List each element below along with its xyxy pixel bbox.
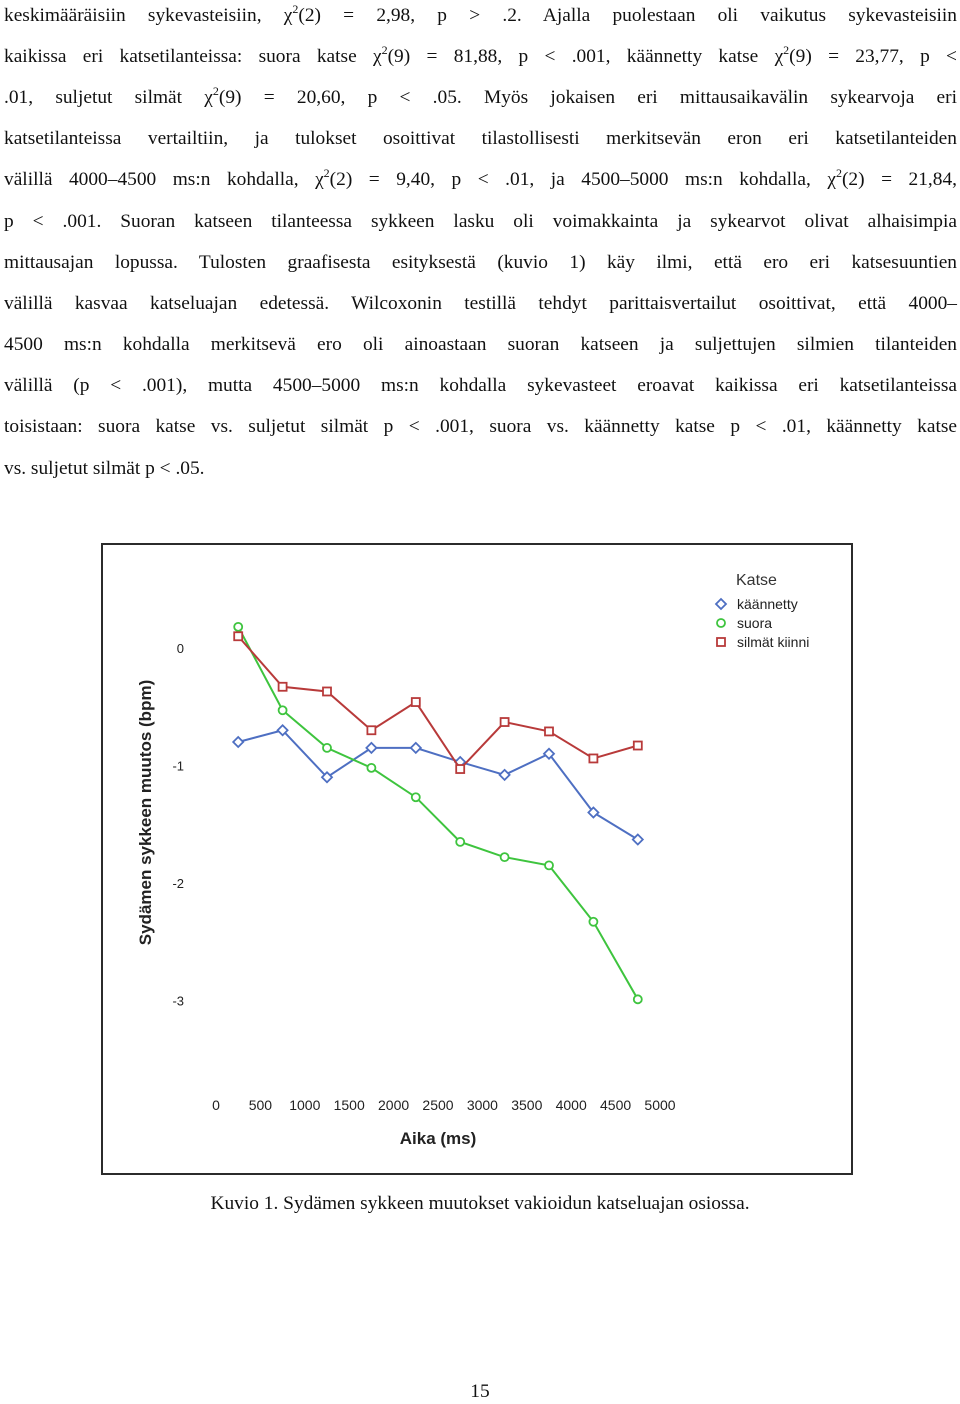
legend-marker [716,618,726,628]
text-line: välillä 4000–4500 ms:n kohdalla, χ2(2) =… [4,166,957,194]
superscript: 2 [323,166,330,180]
text-line: toisistaan: suora katse vs. suljetut sil… [4,413,957,441]
text-span: katsetilanteissa vertailtiin, ja tulokse… [4,128,957,149]
figure-chart: 0 -1 -2 -3 0 500 1000 1500 2000 2500 3000 3500 4000 4… [101,543,853,1175]
data-point [276,723,289,737]
text-line: keskimääräisiin sykevasteisiin, χ2(2) = … [4,2,957,30]
superscript: 2 [835,166,842,180]
superscript: 2 [212,84,219,98]
y-tick-label: 0 [177,641,184,656]
x-tick-label: 2500 [422,1097,453,1113]
superscript: 2 [783,43,790,57]
text-span: kaikissa eri katsetilanteissa: suora kat… [4,46,382,67]
text-span: välillä (p < .001), mutta 4500–5000 ms:n… [4,375,957,396]
data-point [233,631,244,642]
y-axis-title: Sydämen sykkeen muutos (bpm) [136,680,155,945]
text-span: p < .001. Suoran katseen tilanteessa syk… [4,211,957,232]
data-point [322,742,332,753]
superscript: 2 [292,2,299,16]
data-point [632,994,643,1005]
x-tick-label: 5000 [644,1097,675,1113]
data-point [233,621,244,632]
x-tick-label: 3000 [467,1097,498,1113]
text-line: 4500 ms:n kohdalla merkitsevä ero oli ai… [4,331,957,359]
data-point [366,725,377,736]
text-line: kaikissa eri katsetilanteissa: suora kat… [4,43,957,71]
data-point [455,836,466,847]
data-point [409,741,423,755]
y-tick-label: -1 [172,759,184,774]
superscript: 2 [381,43,388,57]
text-span: välillä 4000–4500 ms:n kohdalla, χ [4,169,324,190]
text-span: .01, suljetut silmät χ [4,87,213,108]
text-line: välillä (p < .001), mutta 4500–5000 ms:n… [4,372,957,400]
x-tick-label: 500 [249,1097,273,1113]
legend-label: käännetty [737,596,798,612]
text-line: .01, suljetut silmät χ2(9) = 20,60, p < … [4,84,957,112]
page-number: 15 [470,1381,490,1402]
text-span: välillä kasvaa katseluajan edetessä. Wil… [4,293,957,314]
series-line-0 [237,729,639,841]
data-point [455,764,466,774]
data-point [498,768,511,782]
x-tick-label: 4000 [556,1097,587,1113]
text-span: (2) = 9,40, p < .01, ja 4500–5000 ms:n k… [329,169,836,190]
text-line: mittausajan lopussa. Tulosten graafisest… [4,249,957,277]
x-tick-label: 2000 [378,1097,409,1113]
data-point [231,735,245,749]
y-tick-label: -2 [172,876,184,891]
data-point [542,747,556,761]
text-line: välillä kasvaa katseluajan edetessä. Wil… [4,290,957,318]
y-tick-label: -3 [172,994,184,1009]
text-span: (9) = 81,88, p < .001, käännetty katse χ [387,46,784,67]
text-line: katsetilanteissa vertailtiin, ja tulokse… [4,125,957,153]
text-span: 4500 ms:n kohdalla merkitsevä ero oli ai… [4,334,957,355]
text-span: (2) = 2,98, p > .2. Ajalla puolestaan ol… [298,5,957,26]
data-point [410,792,421,803]
data-point [587,806,600,819]
line-chart: 0 -1 -2 -3 0 500 1000 1500 2000 2500 3000 3500 4000 4… [136,572,809,1148]
data-point [544,860,554,871]
data-point [365,741,378,755]
legend-label: silmät kiinni [737,634,809,650]
text-span: vs. suljetut silmät p < .05. [4,458,205,479]
x-tick-label: 4500 [600,1097,631,1113]
data-point [366,762,377,773]
legend-marker [716,637,726,647]
figure-caption: Kuvio 1. Sydämen sykkeen muutokset vakio… [210,1193,750,1214]
legend-label: suora [737,615,772,631]
x-tick-label: 1500 [334,1097,365,1113]
text-line: vs. suljetut silmät p < .05. [4,455,205,483]
data-point [588,753,599,764]
x-tick-label: 1000 [289,1097,320,1113]
data-point [322,686,332,697]
series-line-2 [237,635,639,771]
text-span: (9) = 23,77, p < [789,46,957,67]
data-point [320,770,334,784]
text-span: keskimääräisiin sykevasteisiin, χ [4,5,293,26]
data-point [277,705,288,716]
text-line: p < .001. Suoran katseen tilanteessa syk… [4,208,957,236]
data-point [499,852,510,863]
data-point [544,726,554,737]
x-tick-label: 3500 [511,1097,542,1113]
text-span: mittausajan lopussa. Tulosten graafisest… [4,252,957,273]
x-axis-title: Aika (ms) [400,1129,477,1148]
data-point [410,697,421,707]
text-span: (2) = 21,84, [841,169,957,190]
legend-title: Katse [736,572,777,589]
text-span: toisistaan: suora katse vs. suljetut sil… [4,416,957,437]
data-point [277,681,288,692]
series-line-1 [237,626,639,1000]
data-point [499,717,510,727]
data-point [631,833,645,846]
x-tick-label: 0 [212,1097,220,1113]
data-point [632,740,643,751]
text-span: (9) = 20,60, p < .05. Myös jokaisen eri … [218,87,957,108]
legend-marker [714,597,728,611]
data-point [588,916,599,927]
